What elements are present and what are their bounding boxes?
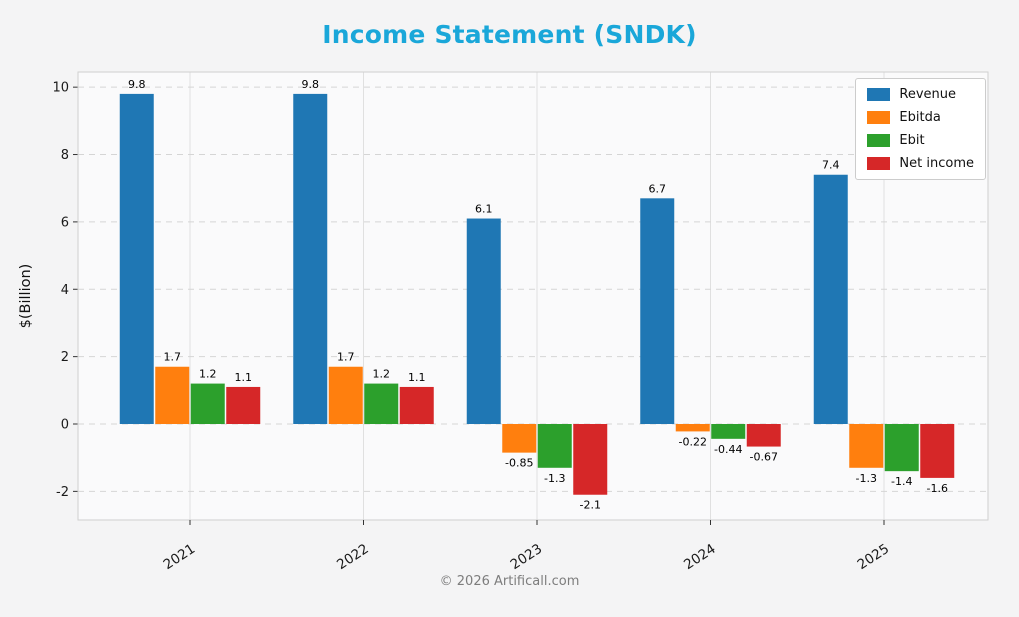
bar-net-income-2022 bbox=[399, 386, 434, 424]
chart-title: Income Statement (SNDK) bbox=[322, 20, 697, 49]
footer-credit: © 2026 Artificall.com bbox=[439, 574, 580, 589]
bar-ebit-2024 bbox=[711, 424, 746, 439]
bar-value-label: 7.4 bbox=[822, 159, 840, 172]
y-tick-label: 10 bbox=[52, 81, 69, 96]
legend-item-ebitda: Ebitda bbox=[867, 110, 974, 125]
bar-value-label: -1.6 bbox=[927, 482, 948, 495]
legend-item-ebit: Ebit bbox=[867, 133, 974, 148]
x-tick-label: 2021 bbox=[161, 541, 199, 573]
legend: Revenue Ebitda Ebit Net income bbox=[855, 78, 986, 180]
y-tick-label: 8 bbox=[61, 148, 69, 163]
bar-net-income-2021 bbox=[226, 386, 261, 424]
bar-value-label: -0.85 bbox=[505, 457, 533, 470]
x-tick-label: 2025 bbox=[855, 541, 893, 573]
bar-revenue-2022 bbox=[293, 93, 328, 424]
y-tick-label: -2 bbox=[56, 485, 69, 500]
y-tick-label: 0 bbox=[61, 418, 69, 433]
legend-label: Ebitda bbox=[899, 110, 941, 125]
legend-swatch-ebitda bbox=[867, 111, 891, 124]
bar-ebitda-2023 bbox=[502, 424, 537, 453]
plot-border bbox=[77, 71, 989, 521]
y-axis-label: $(Billion) bbox=[18, 264, 34, 329]
y-tick-label: 4 bbox=[61, 283, 69, 298]
bar-value-label: 1.1 bbox=[408, 371, 426, 384]
bar-value-label: -1.3 bbox=[856, 472, 877, 485]
bar-revenue-2025 bbox=[813, 174, 848, 424]
bar-ebit-2022 bbox=[364, 383, 399, 424]
bar-value-label: 1.2 bbox=[373, 368, 391, 381]
x-tick-label: 2024 bbox=[681, 541, 719, 573]
x-tick-label: 2023 bbox=[508, 541, 546, 573]
bar-ebitda-2024 bbox=[675, 424, 710, 432]
legend-swatch-net-income bbox=[867, 157, 891, 170]
bar-value-label: 1.7 bbox=[337, 351, 355, 364]
bar-ebitda-2022 bbox=[328, 366, 363, 424]
bar-value-label: 9.8 bbox=[128, 78, 146, 91]
bar-value-label: 1.2 bbox=[199, 368, 217, 381]
bar-revenue-2021 bbox=[119, 93, 154, 424]
bar-ebit-2023 bbox=[537, 424, 572, 468]
bar-ebit-2025 bbox=[884, 424, 919, 472]
bar-value-label: -0.22 bbox=[679, 435, 707, 448]
bar-value-label: 9.8 bbox=[302, 78, 320, 91]
bar-ebitda-2025 bbox=[849, 424, 884, 468]
bar-net-income-2024 bbox=[746, 424, 781, 447]
bar-ebitda-2021 bbox=[155, 366, 190, 424]
bar-value-label: -1.3 bbox=[544, 472, 565, 485]
legend-swatch-revenue bbox=[867, 88, 891, 101]
bar-value-label: 6.7 bbox=[649, 182, 667, 195]
bar-value-label: 1.1 bbox=[235, 371, 253, 384]
bar-value-label: -1.4 bbox=[891, 475, 912, 488]
legend-label: Net income bbox=[899, 156, 974, 171]
y-tick-label: 2 bbox=[61, 350, 69, 365]
bar-net-income-2023 bbox=[573, 424, 608, 495]
y-tick-label: 6 bbox=[61, 215, 69, 230]
legend-label: Revenue bbox=[899, 87, 957, 102]
bar-net-income-2025 bbox=[920, 424, 955, 478]
bar-revenue-2024 bbox=[640, 198, 675, 424]
bar-value-label: -0.67 bbox=[750, 451, 778, 464]
legend-item-revenue: Revenue bbox=[867, 87, 974, 102]
legend-label: Ebit bbox=[899, 133, 925, 148]
bar-value-label: -2.1 bbox=[580, 499, 601, 512]
bar-value-label: -0.44 bbox=[714, 443, 742, 456]
legend-item-net-income: Net income bbox=[867, 156, 974, 171]
bar-revenue-2023 bbox=[466, 218, 501, 424]
x-tick-label: 2022 bbox=[334, 541, 372, 573]
bar-ebit-2021 bbox=[190, 383, 225, 424]
bar-value-label: 6.1 bbox=[475, 203, 493, 216]
legend-swatch-ebit bbox=[867, 134, 891, 147]
bar-value-label: 1.7 bbox=[164, 351, 182, 364]
